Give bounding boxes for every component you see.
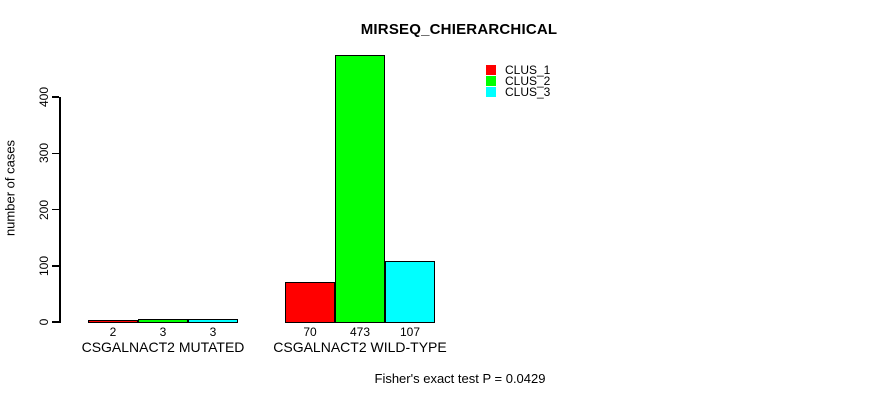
y-axis-label: number of cases bbox=[2, 139, 18, 237]
legend-item: CLUS_3 bbox=[486, 85, 551, 100]
y-tick-label: 200 bbox=[37, 199, 51, 220]
category-label: CSGALNACT2 MUTATED bbox=[81, 339, 245, 355]
y-tick-mark bbox=[52, 96, 59, 98]
legend-swatch-clus_3 bbox=[486, 87, 496, 98]
bar-clus_3-group2 bbox=[385, 260, 435, 323]
y-tick-mark bbox=[52, 208, 59, 211]
y-tick-label: 0 bbox=[37, 318, 51, 326]
bar-value-label: 3 bbox=[209, 325, 217, 339]
bar-clus_1-group2 bbox=[285, 281, 335, 323]
bar-value-label: 70 bbox=[303, 325, 317, 339]
bar-clus_2-group2 bbox=[335, 54, 385, 323]
y-tick-label: 300 bbox=[37, 143, 51, 164]
legend-label: CLUS_1 bbox=[505, 62, 551, 77]
y-tick-label: 100 bbox=[37, 255, 51, 276]
legend-swatch-clus_1 bbox=[486, 64, 496, 75]
bar-value-label: 2 bbox=[109, 325, 117, 339]
legend-label: CLUS_2 bbox=[505, 74, 551, 89]
bar-clus_2-group1 bbox=[138, 319, 188, 323]
y-tick-label: 400 bbox=[37, 86, 51, 108]
y-tick-mark bbox=[52, 265, 59, 267]
y-tick-mark bbox=[52, 152, 59, 154]
legend-item: CLUS_1 bbox=[486, 62, 551, 77]
bar-value-label: 107 bbox=[399, 325, 421, 339]
chart-title: MIRSEQ_CHIERARCHICAL bbox=[360, 21, 558, 38]
legend-item: CLUS_2 bbox=[486, 74, 551, 89]
category-label: CSGALNACT2 WILD-TYPE bbox=[273, 339, 447, 355]
y-tick-mark bbox=[52, 321, 59, 323]
legend-swatch-clus_2 bbox=[486, 76, 496, 87]
bar-value-label: 473 bbox=[349, 325, 371, 339]
legend-label: CLUS_3 bbox=[505, 85, 551, 100]
annotation-text: Fisher's exact test P = 0.0429 bbox=[374, 371, 546, 386]
y-axis-line bbox=[59, 96, 61, 323]
bar-clus_3-group1 bbox=[188, 319, 238, 323]
bar-value-label: 3 bbox=[159, 325, 167, 339]
legend: CLUS_1 CLUS_2 CLUS_3 bbox=[486, 64, 550, 98]
bar-clus_1-group1 bbox=[88, 319, 138, 323]
